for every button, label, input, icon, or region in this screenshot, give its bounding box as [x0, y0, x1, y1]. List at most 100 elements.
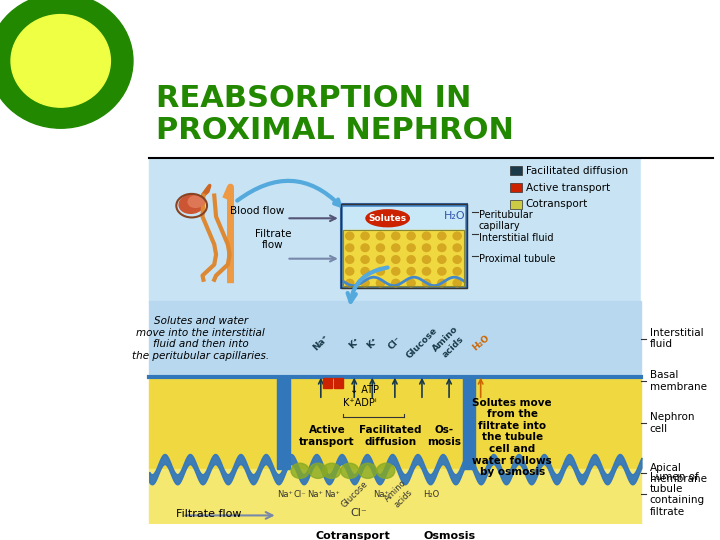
Text: K⁺: K⁺: [365, 335, 379, 350]
Ellipse shape: [309, 463, 327, 478]
Circle shape: [438, 256, 446, 264]
Bar: [510, 166, 522, 176]
Bar: [149, 376, 642, 469]
Circle shape: [423, 267, 431, 275]
Circle shape: [361, 232, 369, 240]
Text: Na⁺: Na⁺: [307, 490, 323, 499]
Text: Peritubular
capillary: Peritubular capillary: [479, 210, 533, 232]
Bar: [510, 200, 522, 209]
Text: Filtrate
flow: Filtrate flow: [255, 228, 291, 250]
Text: K⁺: K⁺: [347, 335, 361, 350]
Circle shape: [377, 256, 384, 264]
Text: H₂O: H₂O: [470, 333, 491, 353]
Text: Proximal tubule: Proximal tubule: [479, 254, 555, 265]
Bar: [70, 301, 720, 532]
Text: Active
transport: Active transport: [300, 426, 355, 447]
Ellipse shape: [291, 463, 309, 478]
Circle shape: [453, 232, 462, 240]
Text: Glucose: Glucose: [405, 326, 439, 360]
Text: Solutes move
from the
filtrate into
the tubule
cell and
water follows
by osmosis: Solutes move from the filtrate into the …: [472, 397, 552, 477]
Text: Solutes and water
move into the interstitial
fluid and then into
the peritubular: Solutes and water move into the intersti…: [132, 316, 269, 361]
Bar: [341, 204, 467, 288]
Ellipse shape: [341, 463, 359, 478]
Text: PROXIMAL NEPHRON: PROXIMAL NEPHRON: [156, 116, 513, 145]
Circle shape: [423, 256, 431, 264]
Circle shape: [346, 244, 354, 252]
Text: H₂O: H₂O: [444, 211, 465, 221]
Circle shape: [377, 267, 384, 275]
Circle shape: [438, 279, 446, 287]
Circle shape: [346, 279, 354, 287]
Circle shape: [377, 279, 384, 287]
Circle shape: [392, 244, 400, 252]
Bar: [343, 206, 464, 230]
Text: Na⁺: Na⁺: [324, 490, 340, 499]
Ellipse shape: [323, 463, 341, 478]
Text: Cl⁻: Cl⁻: [294, 490, 306, 499]
Text: Basal
membrane: Basal membrane: [649, 370, 706, 392]
Circle shape: [453, 244, 462, 252]
Circle shape: [407, 279, 415, 287]
Circle shape: [423, 279, 431, 287]
Circle shape: [438, 232, 446, 240]
Text: H₂O: H₂O: [423, 490, 439, 499]
Text: ↓ ATP: ↓ ATP: [350, 386, 379, 395]
Circle shape: [346, 267, 354, 275]
Text: Solutes: Solutes: [369, 214, 407, 223]
Text: Cl⁻: Cl⁻: [387, 335, 403, 351]
Circle shape: [0, 0, 133, 128]
Text: K⁺ADPⁱ: K⁺ADPⁱ: [343, 398, 377, 408]
Circle shape: [11, 15, 110, 107]
Circle shape: [361, 256, 369, 264]
Circle shape: [407, 244, 415, 252]
Text: REABSORPTION IN: REABSORPTION IN: [156, 84, 471, 113]
Circle shape: [361, 244, 369, 252]
Circle shape: [392, 279, 400, 287]
Text: Blood flow: Blood flow: [230, 206, 284, 216]
Text: Facilitated
diffusion: Facilitated diffusion: [359, 426, 422, 447]
Circle shape: [361, 279, 369, 287]
Text: Interstitial
fluid: Interstitial fluid: [649, 328, 703, 349]
Circle shape: [361, 267, 369, 275]
Circle shape: [392, 256, 400, 264]
Bar: [323, 378, 332, 388]
Circle shape: [377, 244, 384, 252]
Text: Osmosis: Osmosis: [424, 531, 476, 540]
Circle shape: [377, 232, 384, 240]
Text: Amino
acids: Amino acids: [383, 478, 415, 511]
Text: Na⁺: Na⁺: [374, 490, 390, 499]
Ellipse shape: [179, 194, 204, 213]
Text: Cotransport: Cotransport: [315, 531, 390, 540]
Circle shape: [438, 267, 446, 275]
Circle shape: [407, 256, 415, 264]
Text: Lumen of
tubule
containing
filtrate: Lumen of tubule containing filtrate: [649, 472, 705, 517]
Bar: [343, 230, 464, 286]
Ellipse shape: [188, 195, 204, 207]
Text: Amino
acids: Amino acids: [431, 325, 467, 361]
Circle shape: [346, 256, 354, 264]
Text: Nephron
cell: Nephron cell: [649, 412, 694, 434]
Bar: [149, 469, 642, 528]
Circle shape: [453, 256, 462, 264]
Text: Na⁺: Na⁺: [311, 333, 330, 353]
Text: Na⁺: Na⁺: [276, 490, 293, 499]
Ellipse shape: [366, 210, 410, 227]
Bar: [277, 376, 290, 469]
Circle shape: [438, 244, 446, 252]
Text: Facilitated diffusion: Facilitated diffusion: [526, 166, 628, 176]
Circle shape: [423, 244, 431, 252]
Circle shape: [392, 232, 400, 240]
Bar: [463, 376, 475, 469]
Circle shape: [423, 232, 431, 240]
Ellipse shape: [377, 463, 395, 478]
Bar: [341, 204, 467, 288]
Text: Apical
membrane: Apical membrane: [649, 463, 706, 484]
Text: Cotransport: Cotransport: [526, 199, 588, 210]
Circle shape: [453, 267, 462, 275]
Circle shape: [407, 267, 415, 275]
Bar: [334, 378, 343, 388]
Text: Glucose: Glucose: [339, 480, 369, 509]
Circle shape: [392, 267, 400, 275]
Bar: [510, 183, 522, 192]
Circle shape: [453, 279, 462, 287]
